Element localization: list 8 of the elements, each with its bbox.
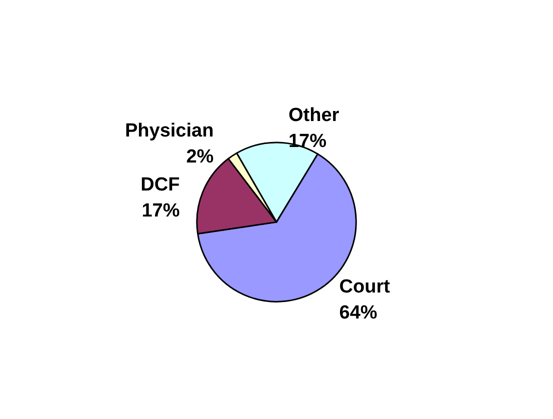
slice-label: DCF bbox=[140, 174, 180, 196]
slice-label: Court bbox=[339, 276, 391, 298]
slice-label: Other bbox=[288, 104, 340, 126]
data-label: 64% bbox=[339, 302, 378, 324]
data-label: 2% bbox=[186, 146, 214, 168]
data-label: 17% bbox=[142, 200, 180, 222]
data-label: 17% bbox=[288, 130, 327, 152]
slice-label: Physician bbox=[124, 120, 214, 142]
